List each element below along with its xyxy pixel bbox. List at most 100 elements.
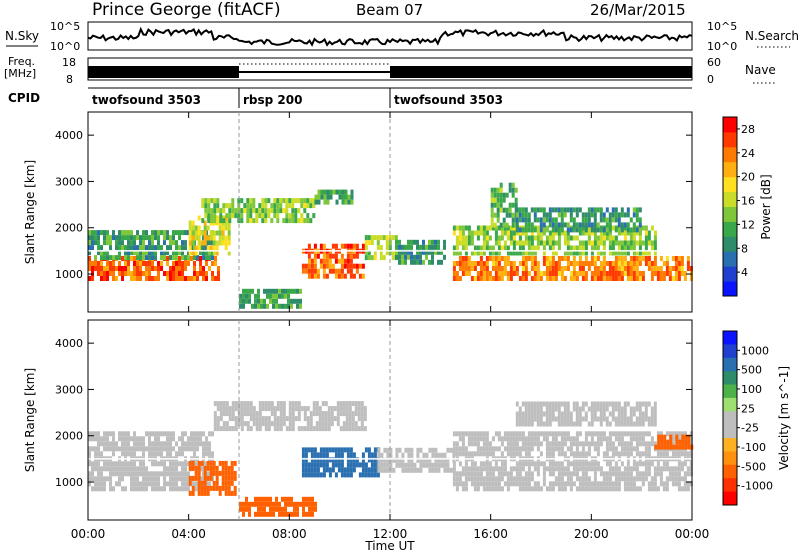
heatmap-cell xyxy=(551,436,555,442)
heatmap-cell xyxy=(593,227,597,233)
heatmap-cell xyxy=(515,401,519,407)
heatmap-cell xyxy=(506,250,510,256)
heatmap-cell xyxy=(130,230,133,236)
heatmap-cell xyxy=(521,261,525,266)
heatmap-cell xyxy=(683,481,687,487)
heatmap-cell xyxy=(224,220,228,226)
heatmap-cell xyxy=(273,198,277,204)
heatmap-cell xyxy=(470,441,474,447)
heatmap-cell xyxy=(632,411,636,417)
heatmap-cell xyxy=(578,266,582,271)
heatmap-cell xyxy=(542,476,546,482)
heatmap-cell xyxy=(360,421,364,427)
heatmap-cell xyxy=(590,431,594,437)
heatmap-cell xyxy=(505,212,509,218)
heatmap-cell xyxy=(231,213,235,219)
heatmap-cell xyxy=(184,441,187,447)
heatmap-cell xyxy=(671,476,675,482)
heatmap-cell xyxy=(305,511,308,517)
heatmap-cell xyxy=(496,212,500,218)
heatmap-cell xyxy=(416,249,419,255)
heatmap-cell xyxy=(596,207,600,213)
heatmap-cell xyxy=(263,303,266,309)
heatmap-cell xyxy=(681,439,685,445)
heatmap-cell xyxy=(623,271,627,276)
heatmap-cell xyxy=(200,485,204,491)
heatmap-cell xyxy=(677,266,681,271)
heatmap-cell xyxy=(485,256,489,261)
heatmap-cell xyxy=(599,235,603,241)
heatmap-cell xyxy=(321,416,325,422)
heatmap-cell xyxy=(211,255,214,261)
heatmap-cell xyxy=(554,276,558,281)
heatmap-cell xyxy=(458,461,462,467)
heatmap-cell xyxy=(142,471,145,477)
heatmap-cell xyxy=(647,235,651,241)
heatmap-cell xyxy=(644,466,648,472)
heatmap-cell xyxy=(614,207,618,213)
heatmap-cell xyxy=(276,203,280,209)
heatmap-cell xyxy=(675,439,679,445)
heatmap-cell xyxy=(219,208,223,214)
heatmap-cell xyxy=(473,451,477,457)
heatmap-cell xyxy=(188,250,192,256)
heatmap-cell xyxy=(509,466,513,472)
heatmap-cell xyxy=(242,506,245,512)
heatmap-cell xyxy=(488,486,492,492)
heatmap-cell xyxy=(94,476,97,482)
heatmap-cell xyxy=(354,426,358,432)
heatmap-cell xyxy=(344,199,348,205)
heatmap-cell xyxy=(663,439,667,445)
colorbar-tick-label: -25 xyxy=(741,422,759,435)
heatmap-cell xyxy=(557,441,561,447)
heatmap-cell xyxy=(370,240,374,246)
heatmap-cell xyxy=(377,447,381,453)
heatmap-cell xyxy=(511,212,515,218)
heatmap-cell xyxy=(632,436,636,442)
heatmap-cell xyxy=(288,421,292,427)
heatmap-cell xyxy=(160,255,163,261)
heatmap-cell xyxy=(548,261,552,266)
heatmap-cell xyxy=(288,213,292,219)
heatmap-cell xyxy=(548,486,552,492)
heatmap-cell xyxy=(653,271,657,276)
heatmap-cell xyxy=(584,476,588,482)
heatmap-cell xyxy=(175,471,178,477)
heatmap-cell xyxy=(638,401,642,407)
heatmap-cell xyxy=(473,245,477,251)
heatmap-cell xyxy=(515,431,519,437)
colorbar-swatch xyxy=(723,384,737,399)
heatmap-cell xyxy=(530,245,534,251)
beam-title: Beam 07 xyxy=(356,1,423,19)
heatmap-cell xyxy=(524,436,528,442)
heatmap-cell xyxy=(340,447,344,453)
heatmap-cell xyxy=(340,253,344,259)
heatmap-cell xyxy=(246,411,250,417)
heatmap-cell xyxy=(521,481,525,487)
heatmap-cell xyxy=(127,436,130,442)
heatmap-cell xyxy=(106,240,109,246)
heatmap-cell xyxy=(316,452,320,458)
heatmap-cell xyxy=(115,461,118,467)
heatmap-cell xyxy=(548,421,552,427)
heatmap-cell xyxy=(485,240,489,246)
heatmap-cell xyxy=(485,486,489,492)
heatmap-cell xyxy=(361,457,365,463)
heatmap-cell xyxy=(257,303,260,309)
heatmap-cell xyxy=(112,441,115,447)
heatmap-cell xyxy=(112,471,115,477)
heatmap-cell xyxy=(157,481,160,487)
heatmap-cell xyxy=(191,225,195,231)
colorbar-swatch xyxy=(723,397,737,412)
heatmap-cell xyxy=(290,303,293,309)
heatmap-cell xyxy=(130,451,133,457)
heatmap-cell xyxy=(197,460,201,466)
heatmap-cell xyxy=(184,476,187,482)
heatmap-cell xyxy=(554,416,558,422)
heatmap-cell xyxy=(291,406,295,412)
heatmap-cell xyxy=(503,461,507,467)
heatmap-cell xyxy=(482,446,486,452)
heatmap-cell xyxy=(380,457,384,463)
heatmap-cell xyxy=(479,451,483,457)
heatmap-cell xyxy=(503,436,507,442)
